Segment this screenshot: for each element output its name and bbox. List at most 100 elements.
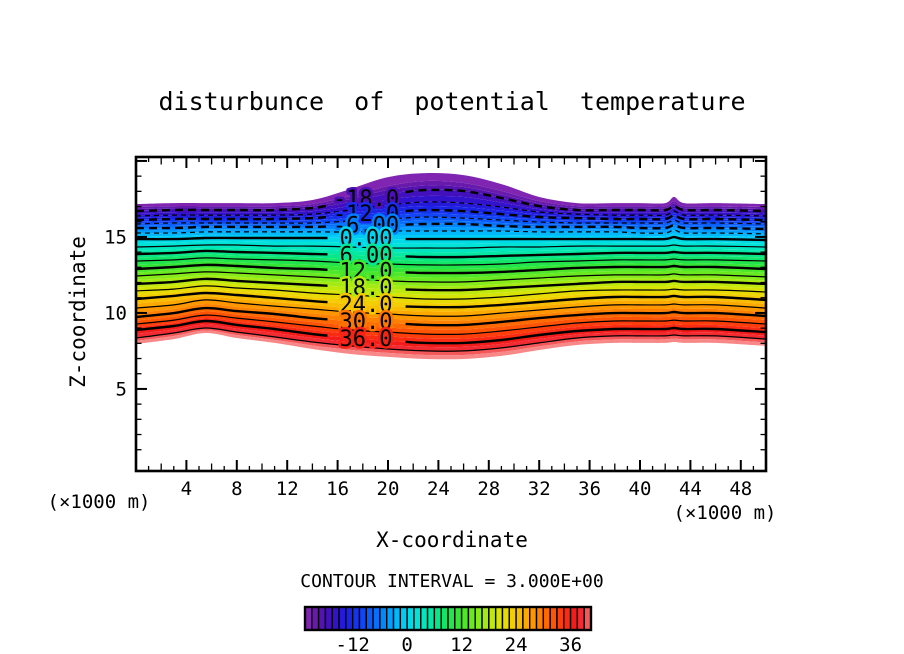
fill-band xyxy=(136,180,766,210)
fill-band xyxy=(136,296,766,317)
colorbar-cell xyxy=(365,606,374,631)
x-tick-label: 36 xyxy=(578,478,601,500)
contour-line xyxy=(136,319,328,337)
contour-line xyxy=(405,235,766,242)
contour-lines xyxy=(136,188,766,352)
colorbar-cell xyxy=(535,606,545,631)
contour-line xyxy=(405,250,766,259)
colorbar-cell xyxy=(529,606,538,631)
contour-label: 0.00 xyxy=(340,226,393,251)
contour-line xyxy=(136,291,328,304)
colorbar-cell xyxy=(399,606,408,631)
x-tick-label: 12 xyxy=(276,478,299,500)
contour-line xyxy=(136,249,328,256)
contour-label: 18.0 xyxy=(340,276,393,301)
colorbar-cell xyxy=(481,606,490,631)
y-tick-label: 10 xyxy=(104,302,127,324)
fill-band xyxy=(136,330,766,360)
colorbar-cell xyxy=(331,606,340,631)
fill-band xyxy=(136,201,766,218)
fill-band xyxy=(136,173,766,207)
fill-band xyxy=(136,244,766,253)
colorbar-tick-label: -12 xyxy=(336,634,370,654)
colorbar-cell xyxy=(508,606,517,631)
contour-line xyxy=(136,277,328,287)
x-tick-label: 44 xyxy=(679,478,702,500)
fill-band xyxy=(136,268,766,283)
contour-line xyxy=(136,314,766,335)
contour-line xyxy=(405,326,766,345)
fill-band xyxy=(136,261,766,274)
fill-band xyxy=(136,241,766,249)
x-axis-units-right: (×1000 m) xyxy=(673,502,777,524)
colorbar-cell xyxy=(494,606,504,631)
contour-line xyxy=(136,215,328,222)
colorbar-cell xyxy=(426,606,436,631)
colorbar-cell xyxy=(433,606,442,631)
colorbar-cell xyxy=(386,606,395,631)
colorbar: -12 0 12 24 36 xyxy=(303,605,593,654)
contour-line xyxy=(405,294,766,309)
contour-label: 24.0 xyxy=(340,293,393,318)
contour-line xyxy=(136,244,766,249)
plot-border xyxy=(134,155,768,473)
colorbar-tick-label: 36 xyxy=(559,634,582,654)
fill-band xyxy=(136,324,766,352)
colorbar-cell xyxy=(392,606,402,631)
colorbar-cell xyxy=(338,606,347,631)
axes xyxy=(134,155,768,473)
x-tick-label: 48 xyxy=(729,478,752,500)
colorbar-cell xyxy=(311,606,320,631)
colorbar-cell xyxy=(420,606,429,631)
colorbar-tick-label: 12 xyxy=(450,634,473,654)
x-tick-label: 28 xyxy=(477,478,500,500)
contour-interval-label: CONTOUR INTERVAL = 3.000E+00 xyxy=(300,571,604,592)
fill-band xyxy=(136,311,766,335)
contour-label: 6.00 xyxy=(340,243,393,268)
colorbar-cell xyxy=(372,606,381,631)
colorbar-cell xyxy=(351,606,361,631)
contour-line xyxy=(405,310,766,327)
y-axis-title: Z-coordinate xyxy=(66,236,90,388)
colorbar-cell xyxy=(542,606,551,631)
contour-line xyxy=(136,306,328,321)
fill-band xyxy=(136,230,766,237)
fill-band xyxy=(136,216,766,227)
y-tick-label: 15 xyxy=(104,226,127,248)
colorbar-cell xyxy=(324,606,333,631)
x-tick-label: 40 xyxy=(629,478,652,500)
fill-band xyxy=(136,289,766,308)
colorbar-tick-label: 0 xyxy=(401,634,412,654)
colorbar-cell xyxy=(460,606,470,631)
fill-band xyxy=(136,315,766,339)
x-axis-units-left: (×1000 m) xyxy=(47,491,151,513)
contour-line xyxy=(136,263,328,271)
contour-label: -18.0 xyxy=(333,187,399,212)
colorbar-cell xyxy=(569,606,579,631)
colorbar-cell xyxy=(447,606,456,631)
fill-band xyxy=(136,247,766,258)
colorbar-cell xyxy=(379,606,388,631)
contour-line xyxy=(136,225,328,230)
contour-line xyxy=(136,271,766,283)
contour-line xyxy=(136,299,766,317)
contour-label: 36.0 xyxy=(340,327,393,352)
contour-label: 12.0 xyxy=(340,259,393,284)
x-tick-label: 32 xyxy=(528,478,551,500)
contour-line xyxy=(136,285,766,300)
fill-band xyxy=(136,254,766,266)
x-tick-label: 20 xyxy=(377,478,400,500)
colorbar-cell xyxy=(563,606,572,631)
contour-line xyxy=(136,216,766,225)
colorbar-cell xyxy=(556,606,565,631)
colorbar-cell xyxy=(549,606,558,631)
contour-label: -12.0 xyxy=(333,202,399,227)
colorbar-cell xyxy=(345,606,354,631)
contour-line xyxy=(405,222,766,231)
colorbar-border xyxy=(303,605,593,632)
x-tick-label: 4 xyxy=(181,478,192,500)
colorbar-cell xyxy=(474,606,483,631)
colorbar-cell xyxy=(515,606,524,631)
x-axis-title: X-coordinate xyxy=(376,528,528,552)
y-tick-label: 5 xyxy=(116,378,127,400)
